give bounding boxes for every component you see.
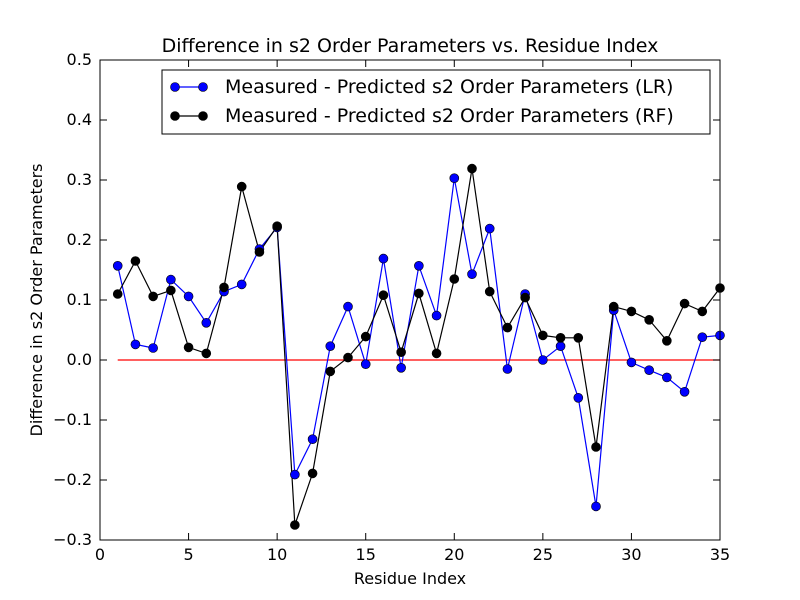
data-point-rf xyxy=(573,332,584,343)
y-tick-label: 0.2 xyxy=(67,230,92,249)
data-point-lr xyxy=(626,357,637,368)
legend-box xyxy=(161,69,711,135)
y-tick-label: 0.5 xyxy=(67,50,92,69)
data-point-lr xyxy=(697,332,708,343)
legend-marker-lr xyxy=(170,82,180,92)
data-point-lr xyxy=(591,501,601,512)
y-tick-label: 0.1 xyxy=(67,290,92,309)
data-point-rf xyxy=(484,286,495,297)
legend: Measured - Predicted s2 Order Parameters… xyxy=(161,69,711,135)
data-point-lr xyxy=(236,279,247,290)
data-point-lr xyxy=(467,269,477,280)
data-point-lr xyxy=(644,365,654,376)
y-axis-label: Difference in s2 Order Parameters xyxy=(27,164,46,437)
data-point-rf xyxy=(626,306,637,317)
data-point-lr xyxy=(662,372,672,383)
data-point-rf xyxy=(644,314,654,325)
x-tick-label: 0 xyxy=(95,545,105,564)
y-tick-label: 0.0 xyxy=(67,350,92,369)
data-point-rf xyxy=(697,306,708,317)
data-point-rf xyxy=(254,247,265,257)
x-tick-label: 15 xyxy=(356,545,376,564)
x-tick-label: 30 xyxy=(621,545,641,564)
data-point-rf xyxy=(378,290,389,301)
data-point-rf xyxy=(112,289,123,299)
x-tick-label: 20 xyxy=(444,545,464,564)
data-point-lr xyxy=(201,317,212,328)
data-point-rf xyxy=(130,256,141,266)
y-tick-label: −0.2 xyxy=(53,470,92,489)
legend-label-lr: Measured - Predicted s2 Order Parameters… xyxy=(225,76,673,98)
chart-title: Difference in s2 Order Parameters vs. Re… xyxy=(162,35,659,57)
legend-marker-lr xyxy=(198,82,208,92)
data-point-rf xyxy=(307,468,318,479)
legend-marker-rf xyxy=(198,111,208,121)
data-point-lr xyxy=(130,339,141,350)
data-point-rf xyxy=(360,331,371,342)
data-point-rf xyxy=(555,332,566,343)
data-point-rf xyxy=(502,322,513,333)
data-point-lr xyxy=(378,253,389,264)
x-axis-label: Residue Index xyxy=(354,569,466,588)
data-point-rf xyxy=(591,442,601,452)
x-tick-label: 10 xyxy=(267,545,287,564)
data-point-lr xyxy=(183,291,194,302)
data-point-lr xyxy=(538,355,548,365)
y-tick-label: −0.3 xyxy=(53,530,92,549)
data-point-lr xyxy=(360,359,371,370)
data-point-lr xyxy=(325,341,336,352)
data-point-lr xyxy=(431,310,442,321)
data-point-rf xyxy=(431,348,442,359)
data-point-lr xyxy=(148,343,158,353)
data-point-lr xyxy=(343,301,353,312)
data-point-rf xyxy=(148,291,158,302)
data-point-rf xyxy=(201,348,212,359)
axis-ticks: 0 5 10 15 20 25 30 35 −0.3 −0.2 −0.1 0.0 0.1 0.2 0.3 0.… xyxy=(53,50,730,564)
y-tick-label: 0.3 xyxy=(67,170,92,189)
y-tick-label: 0.4 xyxy=(67,110,92,129)
legend-marker-rf xyxy=(170,111,180,121)
data-point-rf xyxy=(183,342,194,353)
data-point-lr xyxy=(449,173,460,183)
x-tick-label: 25 xyxy=(533,545,553,564)
data-point-rf xyxy=(608,301,619,312)
data-point-rf xyxy=(236,181,247,192)
data-point-lr xyxy=(679,386,690,397)
data-point-rf xyxy=(219,282,229,293)
data-point-lr xyxy=(290,469,300,480)
data-point-rf xyxy=(520,292,530,303)
data-point-rf xyxy=(538,330,548,341)
plot-area xyxy=(112,163,725,530)
data-point-rf xyxy=(662,335,672,346)
legend-label-rf: Measured - Predicted s2 Order Parameters… xyxy=(225,105,674,127)
data-point-lr xyxy=(414,260,424,271)
data-point-lr xyxy=(112,260,123,271)
x-tick-label: 35 xyxy=(710,545,730,564)
data-point-rf xyxy=(290,520,300,530)
data-point-rf xyxy=(272,221,282,231)
data-point-rf xyxy=(343,352,353,363)
data-point-lr xyxy=(166,274,176,285)
data-point-lr xyxy=(396,362,406,373)
data-point-rf xyxy=(325,366,336,377)
data-point-lr xyxy=(573,392,584,403)
data-point-rf xyxy=(414,288,424,299)
data-point-rf xyxy=(679,298,690,309)
data-point-lr xyxy=(502,364,513,374)
y-tick-label: −0.1 xyxy=(53,410,92,429)
x-tick-label: 5 xyxy=(183,545,193,564)
data-point-rf xyxy=(449,274,460,284)
data-point-rf xyxy=(396,347,406,358)
data-point-rf xyxy=(467,163,477,174)
data-point-rf xyxy=(166,285,176,296)
data-point-lr xyxy=(484,223,495,234)
data-point-lr xyxy=(555,341,566,352)
data-point-lr xyxy=(307,434,318,445)
